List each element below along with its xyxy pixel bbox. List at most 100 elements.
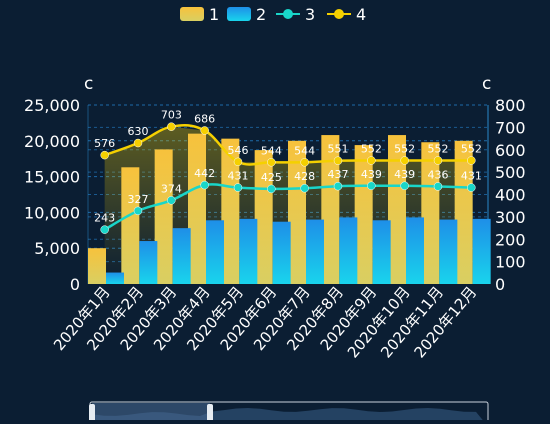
series-3-data-label: 431 [228, 170, 249, 183]
series-3-point [467, 183, 476, 192]
series-4-data-label: 576 [94, 137, 115, 150]
series-4-point [467, 156, 476, 165]
series-4-data-label: 552 [361, 142, 382, 155]
zoom-slider-selection[interactable] [92, 403, 210, 423]
series-3-data-label: 439 [361, 168, 382, 181]
bar-series-2 [106, 272, 124, 284]
legend-item-4[interactable]: 4 [327, 5, 366, 24]
legend: 1 2 3 4 [180, 5, 366, 24]
series-4-point [100, 150, 109, 160]
series-3-point [133, 206, 143, 216]
bar-series-1 [254, 150, 273, 284]
zoom-slider[interactable] [89, 401, 489, 424]
series-4-point [433, 156, 443, 165]
left-axis-tick-label: 15,000 [24, 168, 80, 187]
left-axis-tick-label: 20,000 [24, 132, 80, 151]
right-axis-tick-label: 100 [495, 253, 526, 272]
legend-swatch-dot-4 [334, 9, 344, 19]
series-4-point [133, 138, 143, 148]
series-3-data-label: 428 [294, 170, 315, 183]
lines [100, 122, 476, 234]
bar-series-2 [272, 221, 291, 284]
series-3-data-label: 374 [161, 182, 182, 195]
series-3-point [167, 196, 176, 205]
left-axis-title: c [84, 74, 93, 94]
legend-label-3: 3 [305, 5, 315, 24]
series-4-point [233, 157, 243, 167]
series-4-point [400, 156, 409, 165]
legend-swatch-bar-2 [227, 7, 251, 21]
series-4-point [367, 156, 376, 165]
right-axis-title: c [482, 74, 491, 94]
legend-item-1[interactable]: 1 [180, 5, 219, 24]
bar-series-1 [188, 133, 206, 284]
series-3-data-label: 442 [194, 167, 215, 180]
bars [88, 133, 491, 284]
bar-series-1 [354, 145, 373, 284]
left-axis-tick-label: 5,000 [34, 239, 80, 258]
right-axis-tick-label: 600 [495, 141, 526, 160]
bar-series-2 [172, 228, 191, 284]
bar-series-1 [288, 140, 306, 284]
legend-swatch-dot-3 [283, 9, 293, 19]
series-4-data-label: 552 [394, 142, 415, 155]
series-4-data-label: 551 [328, 143, 349, 156]
bar-series-1 [421, 142, 440, 284]
series-4-data-label: 546 [228, 144, 249, 157]
series-3-point [433, 182, 443, 191]
bar-series-2 [472, 218, 491, 284]
bar-series-2 [339, 217, 358, 284]
legend-label-1: 1 [209, 5, 219, 24]
bar-series-2 [406, 217, 424, 284]
right-axis-tick-label: 200 [495, 230, 526, 249]
legend-item-2[interactable]: 2 [227, 5, 266, 24]
series-3-data-label: 431 [461, 170, 482, 183]
series-4-data-label: 703 [161, 109, 182, 122]
series-3-data-label: 437 [328, 168, 349, 181]
series-3-point [400, 181, 409, 191]
zoom-slider-right-handle[interactable] [207, 404, 213, 422]
series-4-point [167, 122, 176, 131]
bar-series-1 [388, 135, 406, 284]
series-3-data-label: 243 [94, 212, 115, 225]
series-4-data-label: 544 [261, 144, 282, 157]
legend-item-3[interactable]: 3 [276, 5, 315, 24]
bar-series-1 [221, 138, 240, 284]
bar-series-1 [321, 135, 340, 284]
series-3-point [100, 225, 109, 234]
bar-series-2 [206, 220, 224, 284]
right-axis-tick-label: 700 [495, 118, 526, 137]
series-3-point [333, 181, 343, 191]
bar-series-2 [372, 220, 391, 284]
series-4-point [200, 126, 209, 135]
series-3-point [267, 184, 276, 194]
right-axis-tick-label: 500 [495, 163, 526, 182]
bar-series-1 [88, 248, 106, 284]
bar-series-1 [121, 167, 140, 284]
series-4-data-label: 552 [461, 142, 482, 155]
legend-swatch-bar-1 [180, 7, 204, 21]
bar-series-2 [139, 241, 158, 284]
series-4-data-label: 552 [428, 142, 449, 155]
series-3-point [367, 181, 376, 191]
series-4-data-label: 544 [294, 144, 315, 157]
bar-series-1 [154, 149, 173, 284]
left-axis-tick-label: 10,000 [24, 203, 80, 222]
series-4-point [333, 156, 343, 165]
right-axis-tick-label: 800 [495, 96, 526, 115]
bar-series-2 [439, 219, 458, 284]
bar-series-2 [239, 218, 258, 284]
legend-label-4: 4 [356, 5, 366, 24]
left-axis-tick-label: 25,000 [24, 96, 80, 115]
data-labels: 576 630 703 686 546 544 544 551 552 552 552 552 243 3… [94, 109, 482, 225]
series-3-data-label: 436 [428, 168, 449, 181]
series-4-data-label: 630 [128, 125, 149, 138]
right-axis-tick-label: 0 [495, 275, 505, 294]
zoom-slider-left-handle[interactable] [89, 404, 95, 422]
series-3-data-label: 327 [128, 193, 149, 206]
series-4-point [300, 158, 309, 167]
series-3-point [233, 183, 243, 192]
right-axis-tick-label: 300 [495, 208, 526, 227]
